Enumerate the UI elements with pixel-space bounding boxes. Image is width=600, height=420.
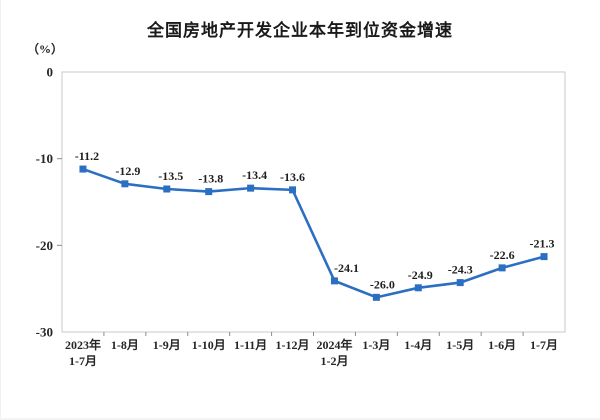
x-axis-category-label: 1-11月	[234, 338, 267, 352]
data-point-label: -11.2	[75, 149, 99, 163]
x-axis-category-label: 1-4月	[404, 338, 432, 352]
data-point-marker	[414, 284, 422, 292]
data-point-marker	[498, 264, 506, 272]
data-point-marker	[330, 277, 338, 285]
data-point-marker	[289, 186, 297, 194]
x-axis-category-label: 1-2月	[320, 354, 348, 368]
y-axis-tick-label: -20	[36, 238, 53, 253]
x-axis-category-label: 1-6月	[488, 338, 516, 352]
x-axis-category-label: 1-3月	[362, 338, 390, 352]
y-axis-tick-label: -10	[36, 151, 53, 166]
data-point-label: -13.5	[158, 169, 183, 183]
data-point-label: -13.8	[198, 172, 223, 186]
data-point-label: -24.3	[448, 263, 473, 277]
data-point-label: -13.4	[242, 168, 267, 182]
trend-line	[81, 167, 546, 299]
data-point-marker	[247, 184, 255, 192]
data-point-marker	[540, 253, 548, 261]
y-axis-tick-label: -30	[36, 325, 53, 340]
data-point-marker	[372, 293, 380, 301]
data-point-marker	[121, 180, 129, 188]
y-axis-tick-label: 0	[47, 65, 54, 80]
x-axis-category-label: 1-10月	[192, 338, 226, 352]
x-axis-category-label: 1-12月	[276, 338, 310, 352]
x-axis-category-label: 1-8月	[111, 338, 139, 352]
data-point-label: -24.1	[334, 261, 359, 275]
x-axis-category-label: 1-7月	[69, 354, 97, 368]
data-point-label: -22.6	[490, 248, 515, 262]
data-point-label: -13.6	[280, 170, 305, 184]
x-axis-category-label: 2024年	[316, 337, 352, 352]
y-axis-unit-label: （%）	[27, 42, 64, 56]
screenshot-edge-bottom	[0, 418, 600, 420]
chart-title: 全国房地产开发企业本年到位资金增速	[147, 21, 453, 40]
x-axis-category-label: 1-5月	[446, 338, 474, 352]
plot-border	[61, 71, 566, 333]
x-axis-category-label: 1-9月	[153, 338, 181, 352]
data-point-label: -24.9	[408, 268, 433, 282]
data-point-label: -21.3	[530, 237, 555, 251]
data-point-marker	[79, 165, 87, 173]
data-point-marker	[456, 279, 464, 287]
data-point-label: -12.9	[115, 164, 140, 178]
x-axis-category-label: 2023年	[65, 337, 101, 352]
data-point-marker	[205, 188, 213, 196]
screenshot-edge-left	[0, 0, 1, 420]
data-point-marker	[163, 185, 171, 193]
x-axis-category-label: 1-7月	[530, 338, 558, 352]
data-point-label: -26.0	[370, 277, 395, 291]
